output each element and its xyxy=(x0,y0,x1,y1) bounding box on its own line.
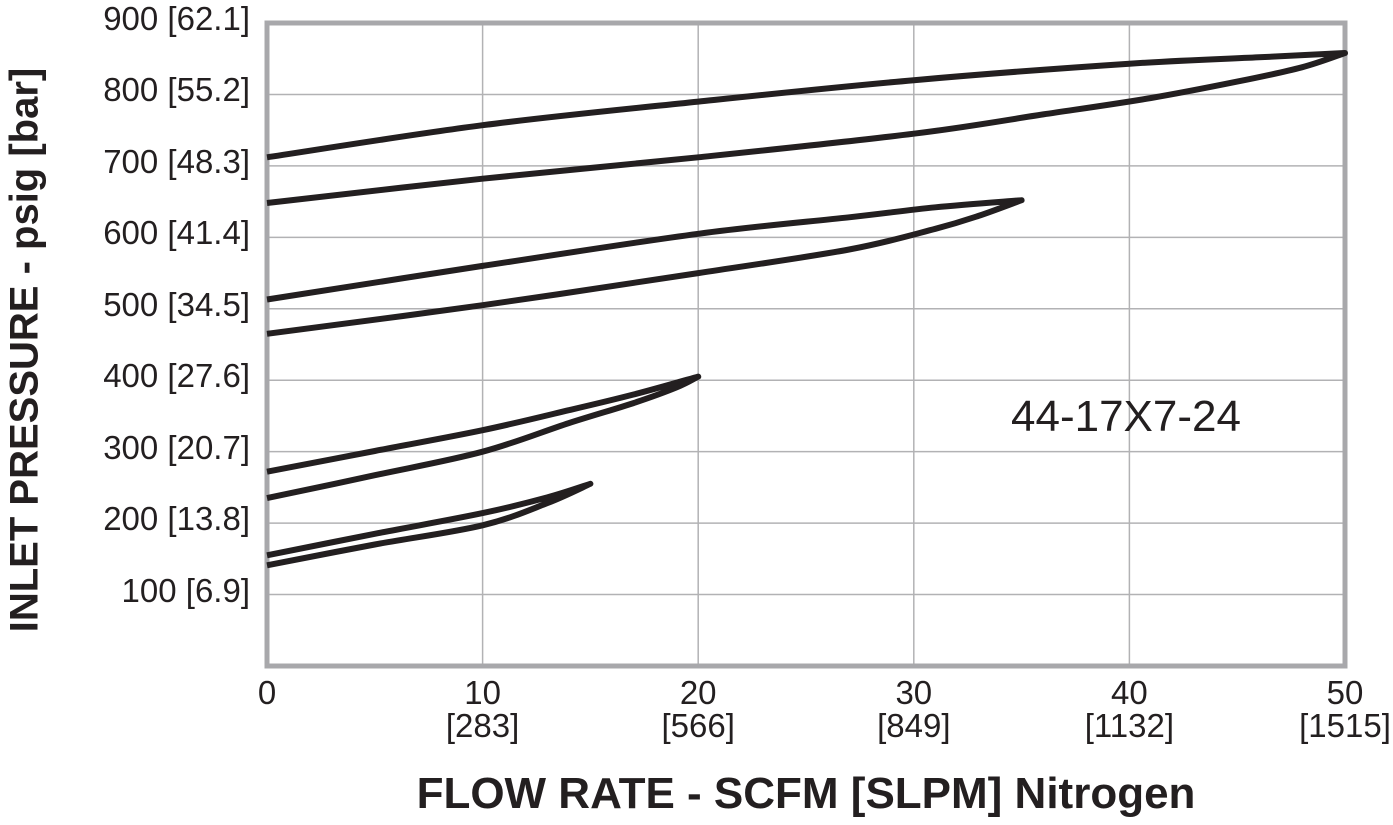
y-tick-label: 800 [55.2] xyxy=(103,71,250,109)
x-tick-slpm-value: [1515] xyxy=(1299,707,1391,744)
x-tick-slpm-value: [566] xyxy=(661,707,735,744)
y-tick-label: 300 [20.7] xyxy=(103,428,250,466)
x-tick-scfm-value: 10 xyxy=(464,674,501,711)
x-tick-scfm-value: 30 xyxy=(895,674,933,711)
part-number-annotation: 44-17X7-24 xyxy=(1011,392,1241,441)
x-tick-scfm-value: 0 xyxy=(257,674,277,711)
x-tick-label: 20 [566] xyxy=(661,676,734,742)
x-tick-scfm-value: 20 xyxy=(679,674,717,711)
x-tick-scfm-value: 40 xyxy=(1111,674,1148,711)
y-tick-label: 700 [48.3] xyxy=(103,142,250,180)
x-tick-label: 0 xyxy=(258,676,276,709)
flow-curve-loop-3 xyxy=(266,373,702,502)
x-tick-slpm-value: [283] xyxy=(445,707,520,744)
x-tick-slpm-value: [849] xyxy=(877,707,951,744)
flow-curve-loop-1 xyxy=(266,50,1348,206)
y-tick-label: 400 [27.6] xyxy=(103,357,250,395)
flow-curve-loop-2 xyxy=(266,197,1025,337)
y-tick-label: 600 [41.4] xyxy=(103,214,250,252)
flow-curve-loop-4 xyxy=(266,480,594,569)
y-tick-label: 200 [13.8] xyxy=(103,500,250,538)
y-tick-label: 100 [6.9] xyxy=(121,571,250,609)
x-tick-scfm-value: 50 xyxy=(1326,674,1364,711)
x-tick-label: 40 [1132] xyxy=(1085,676,1174,742)
x-tick-slpm-value: [1132] xyxy=(1084,707,1175,744)
grid-lines xyxy=(267,23,1345,666)
x-tick-label: 50 [1515] xyxy=(1299,676,1391,742)
y-tick-label: 500 [34.5] xyxy=(103,285,250,323)
y-tick-label: 900 [62.1] xyxy=(103,0,250,37)
x-tick-label: 30 [849] xyxy=(877,676,950,742)
flow-curves xyxy=(266,50,1348,569)
x-axis-title: FLOW RATE - SCFM [SLPM] Nitrogen xyxy=(416,769,1196,818)
plot-border xyxy=(264,20,1348,669)
x-tick-label: 10 [283] xyxy=(446,676,519,742)
